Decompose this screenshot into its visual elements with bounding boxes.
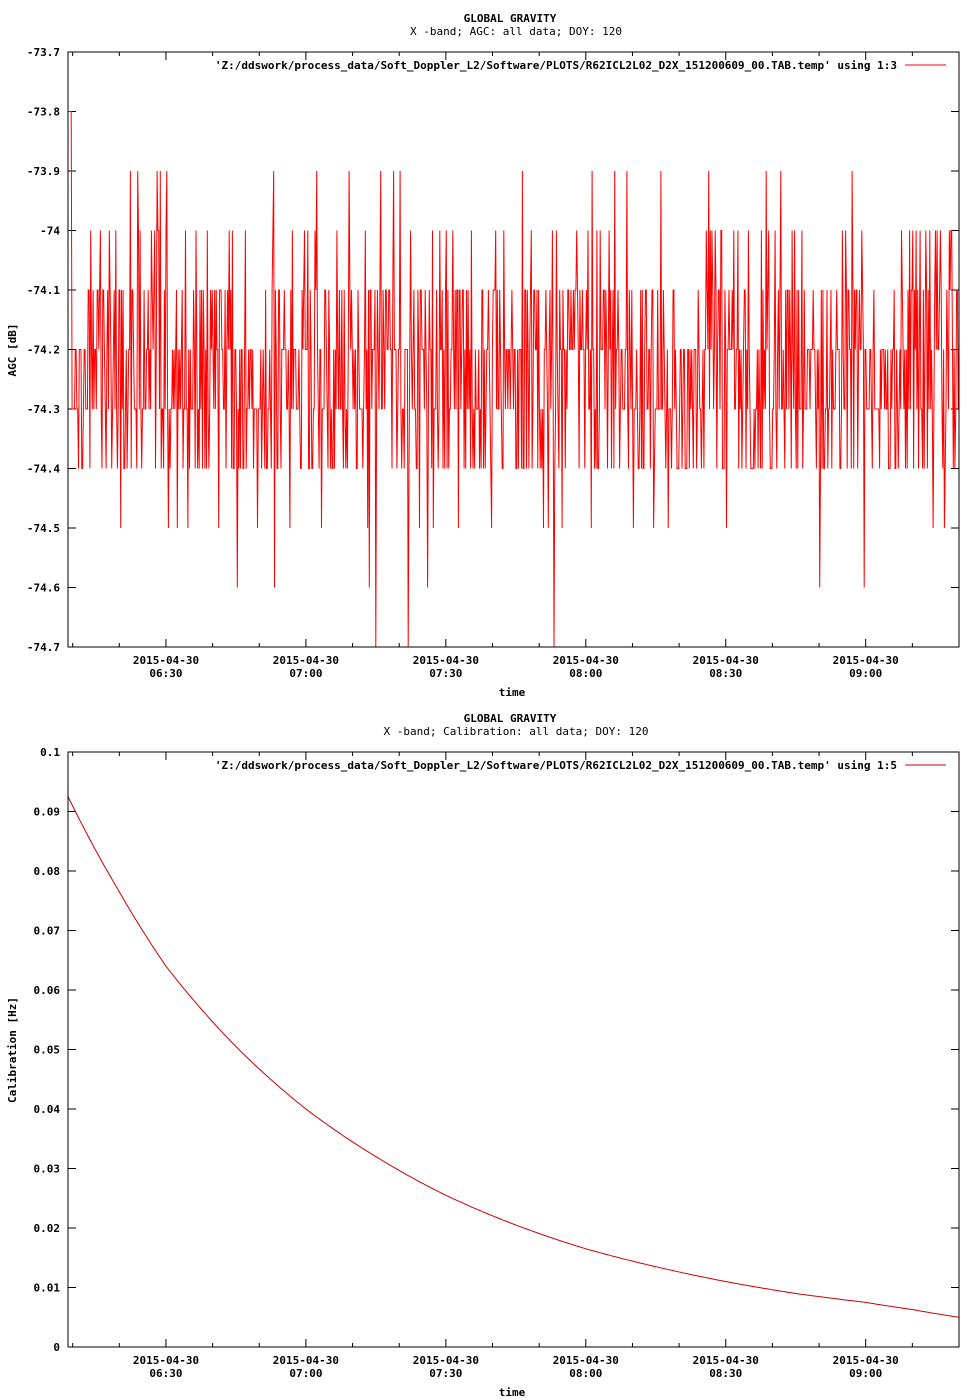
y-tick-label: -74.6 xyxy=(27,582,60,595)
x-tick-label-date: 2015-04-30 xyxy=(413,654,479,667)
x-tick-label-time: 08:00 xyxy=(569,1367,602,1380)
x-tick-label-time: 08:30 xyxy=(709,1367,742,1380)
x-tick-label-time: 08:00 xyxy=(569,667,602,680)
y-tick-label: -74.1 xyxy=(27,284,60,297)
agc-series-line xyxy=(68,111,960,648)
y-axis-label: Calibration [Hz] xyxy=(6,997,19,1103)
x-tick-label-time: 07:30 xyxy=(429,667,462,680)
x-tick-label-date: 2015-04-30 xyxy=(413,1354,479,1367)
y-tick-label: 0.09 xyxy=(34,806,61,819)
chart-subtitle: X -band; AGC: all data; DOY: 120 xyxy=(410,25,622,38)
legend-label: 'Z:/ddswork/process_data/Soft_Doppler_L2… xyxy=(215,59,897,72)
plot-frame xyxy=(67,751,960,1348)
y-tick-label: -74.5 xyxy=(27,522,60,535)
x-tick-label-time: 06:30 xyxy=(149,667,182,680)
x-axis-label: time xyxy=(499,1386,526,1399)
y-tick-label: 0.08 xyxy=(34,865,61,878)
agc-chart: GLOBAL GRAVITY X -band; AGC: all data; D… xyxy=(6,12,960,699)
y-tick-label: 0.06 xyxy=(34,984,61,997)
y-tick-label: 0.07 xyxy=(34,925,61,938)
y-tick-label: -74 xyxy=(40,225,60,238)
y-tick-label: -73.8 xyxy=(27,106,60,119)
y-tick-label: -74.2 xyxy=(27,344,60,357)
calibration-series-line xyxy=(67,796,960,1318)
x-axis-label: time xyxy=(499,686,526,699)
chart-title: GLOBAL GRAVITY xyxy=(464,712,557,725)
y-tick-label: 0 xyxy=(53,1341,60,1354)
y-tick-label: 0.01 xyxy=(34,1282,61,1295)
legend-label: 'Z:/ddswork/process_data/Soft_Doppler_L2… xyxy=(215,759,897,772)
calibration-chart: GLOBAL GRAVITY X -band; Calibration: all… xyxy=(6,712,960,1399)
x-tick-label-date: 2015-04-30 xyxy=(133,654,199,667)
chart-title: GLOBAL GRAVITY xyxy=(464,12,557,25)
y-tick-label: -73.7 xyxy=(27,46,60,59)
x-tick-label-date: 2015-04-30 xyxy=(553,654,619,667)
y-tick-label: -74.4 xyxy=(27,463,60,476)
y-tick-label: -74.7 xyxy=(27,641,60,654)
x-tick-label-time: 06:30 xyxy=(149,1367,182,1380)
x-tick-label-date: 2015-04-30 xyxy=(273,654,339,667)
y-tick-label: 0.1 xyxy=(40,746,60,759)
x-tick-label-date: 2015-04-30 xyxy=(693,1354,759,1367)
y-tick-label: 0.05 xyxy=(34,1044,61,1057)
y-tick-label: 0.02 xyxy=(34,1222,61,1235)
x-tick-label-date: 2015-04-30 xyxy=(133,1354,199,1367)
x-tick-label-time: 07:00 xyxy=(289,667,322,680)
y-tick-label: -73.9 xyxy=(27,165,60,178)
x-tick-label-date: 2015-04-30 xyxy=(833,1354,899,1367)
chart-subtitle: X -band; Calibration: all data; DOY: 120 xyxy=(384,725,649,738)
y-tick-label: 0.04 xyxy=(34,1103,61,1116)
plot-frame xyxy=(67,51,960,648)
x-tick-label-time: 08:30 xyxy=(709,667,742,680)
x-tick-label-date: 2015-04-30 xyxy=(693,654,759,667)
y-tick-label: 0.03 xyxy=(34,1163,61,1176)
x-tick-label-time: 07:00 xyxy=(289,1367,322,1380)
x-tick-label-date: 2015-04-30 xyxy=(273,1354,339,1367)
x-tick-label-time: 09:00 xyxy=(849,1367,882,1380)
y-axis-label: AGC [dB] xyxy=(6,324,19,377)
x-tick-label-time: 07:30 xyxy=(429,1367,462,1380)
x-tick-label-time: 09:00 xyxy=(849,667,882,680)
y-tick-label: -74.3 xyxy=(27,403,60,416)
x-tick-label-date: 2015-04-30 xyxy=(553,1354,619,1367)
x-tick-label-date: 2015-04-30 xyxy=(833,654,899,667)
